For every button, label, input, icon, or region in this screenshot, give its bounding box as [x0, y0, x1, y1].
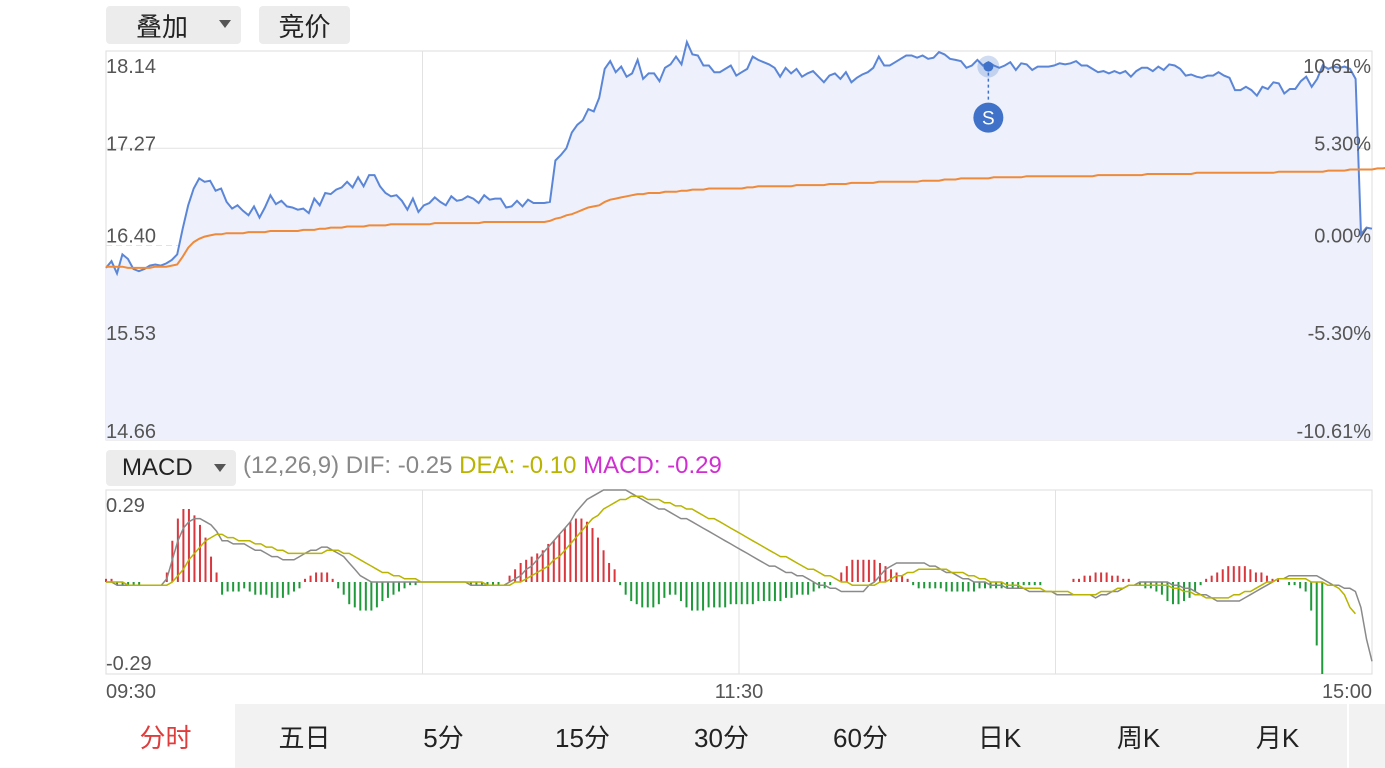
time-tick-midday: 11:30 [715, 681, 764, 703]
price-tick-left: 15.53 [106, 323, 156, 345]
indicator-dropdown[interactable]: MACD [106, 450, 236, 486]
price-tick-left: 14.66 [106, 421, 156, 443]
auction-label: 竞价 [278, 11, 331, 42]
tab-15min[interactable]: 15分 [513, 704, 652, 768]
marker-label: S [982, 109, 995, 130]
price-tick-left: 16.40 [106, 226, 156, 248]
macd-params: (12,26,9) [243, 452, 340, 479]
tab-intraday[interactable]: 分时 [96, 704, 235, 768]
tab-label: 60分 [833, 722, 888, 753]
price-tick-left: 17.27 [106, 133, 156, 155]
tab-label: 30分 [694, 722, 749, 753]
tab-label: 周K [1116, 722, 1161, 753]
macd-tick-top: 0.29 [106, 495, 145, 517]
tab-label: 分时 [139, 722, 192, 753]
tab-week-k[interactable]: 周K [1069, 704, 1208, 768]
tab-day-k[interactable]: 日K [930, 704, 1069, 768]
pct-tick-right: 0.00% [1314, 226, 1371, 248]
pct-tick-right: 10.61% [1303, 56, 1371, 78]
macd-value: MACD: -0.29 [583, 452, 722, 479]
price-area [106, 42, 1372, 440]
pct-tick-right: -5.30% [1308, 323, 1372, 345]
pct-tick-right: -10.61% [1297, 421, 1372, 443]
time-tick-close: 15:00 [1322, 681, 1372, 703]
caret-down-icon [219, 20, 231, 28]
avg-price-line [106, 166, 1385, 269]
tab-label: 五日 [278, 722, 331, 753]
tabbar-overflow [1347, 704, 1377, 768]
tab-label: 5分 [423, 722, 464, 753]
price-line [105, 39, 1373, 277]
overlay-label: 叠加 [136, 11, 189, 42]
marker-dot [983, 61, 994, 72]
tab-label: 日K [977, 722, 1022, 753]
macd-legend: (12,26,9) DIF: -0.25 DEA: -0.10 MACD: -0… [243, 452, 722, 480]
dea-line [106, 495, 1356, 615]
tab-month-k[interactable]: 月K [1208, 704, 1347, 768]
dif-line [106, 489, 1373, 662]
period-tabbar: 分时 五日 5分 15分 30分 60分 日K 周K 月K [96, 704, 1385, 768]
pct-tick-right: 5.30% [1314, 133, 1371, 155]
overlay-dropdown[interactable]: 叠加 [106, 6, 241, 44]
caret-down-icon [214, 464, 226, 472]
tab-5min[interactable]: 5分 [374, 704, 513, 768]
marker-badge [973, 102, 1004, 133]
tab-label: 月K [1255, 722, 1300, 753]
tab-30min[interactable]: 30分 [652, 704, 791, 768]
tab-label: 15分 [555, 722, 610, 753]
tab-60min[interactable]: 60分 [791, 704, 930, 768]
dea-value: DEA: -0.10 [459, 452, 577, 479]
auction-button[interactable]: 竞价 [259, 6, 350, 44]
tab-five-day[interactable]: 五日 [235, 704, 374, 768]
price-chart: 18.14 17.27 16.40 15.53 14.66 10.61% 5.30% 0.00… [105, 39, 1385, 443]
macd-chart: 0.29 -0.29 09:30 11:30 15:00 [105, 489, 1373, 703]
price-tick-left: 18.14 [106, 56, 156, 78]
indicator-label: MACD [122, 454, 193, 481]
dif-value: DIF: -0.25 [345, 452, 453, 479]
time-tick-open: 09:30 [106, 681, 156, 703]
macd-tick-bottom: -0.29 [106, 653, 152, 675]
